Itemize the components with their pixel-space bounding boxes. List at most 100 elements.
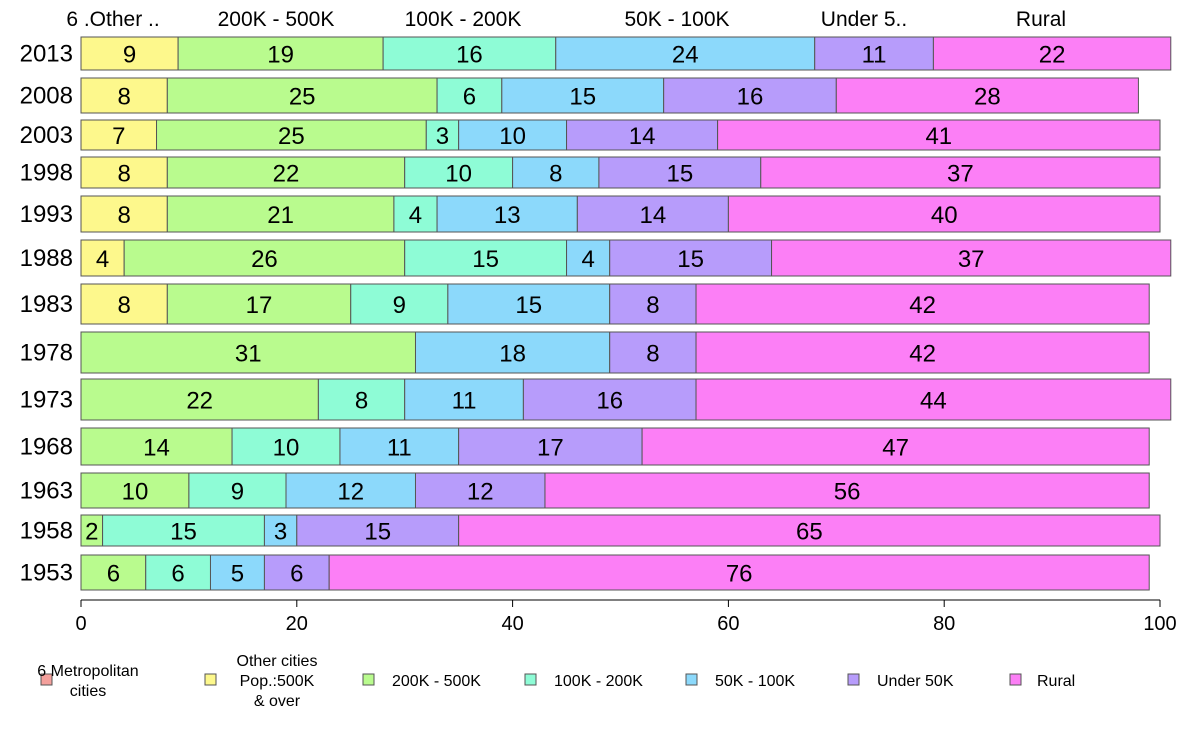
top-label: 6 .Other .. (66, 8, 159, 31)
bar-segment-k100 (382, 36, 557, 71)
data-label: 15 (666, 161, 693, 188)
legend-swatch (1009, 673, 1022, 686)
data-label: 22 (1039, 42, 1066, 69)
data-label: 41 (925, 123, 952, 150)
bar-segment-k100 (317, 378, 406, 421)
year-label: 1993 (20, 201, 73, 228)
legend-item-u50: Under 50K (847, 673, 954, 690)
data-label: 11 (387, 435, 412, 462)
data-label: 25 (278, 123, 305, 150)
legend-item-rural: Rural (1009, 673, 1075, 690)
data-label: 11 (862, 42, 887, 69)
bar-row: 2008 8 25 6 15 16 28 (20, 77, 1139, 114)
bar-segment-k50 (501, 77, 665, 114)
bar-segment-u50 (522, 378, 697, 421)
bar-row: 1988 4 26 15 4 15 37 (20, 239, 1172, 277)
top-label: Under 5.. (821, 8, 907, 31)
bar-segment-k50 (209, 554, 265, 591)
year-label: 1983 (20, 291, 73, 318)
data-label: 8 (117, 161, 130, 188)
legend-item-metro: 6 Metropolitan cities (37, 663, 138, 700)
bar-segment-u50 (609, 331, 697, 374)
data-label: 6 (290, 561, 303, 588)
data-label: 4 (409, 202, 422, 229)
bar-segment-u50 (814, 36, 934, 71)
bar-segment-k100 (145, 554, 211, 591)
year-label: 2003 (20, 122, 73, 149)
bar-segment-other (80, 195, 168, 233)
legend-label: Other cities (237, 653, 318, 670)
data-label: 8 (355, 388, 368, 415)
data-label: 18 (499, 341, 526, 368)
data-label: 3 (274, 519, 287, 546)
legend-item-k200: 200K - 500K (362, 673, 481, 690)
data-label: 76 (726, 561, 753, 588)
data-label: 6 (171, 561, 184, 588)
bar-segment-u50 (576, 195, 729, 233)
data-label: 14 (640, 202, 667, 229)
bar-row: 1953 6 6 5 6 76 (20, 554, 1150, 591)
bar-row: 1978 31 18 8 42 (20, 331, 1150, 374)
legend-label: 6 Metropolitan (37, 663, 138, 680)
legend-label: Under 50K (877, 673, 954, 690)
legend-swatch (204, 673, 217, 686)
bar-segment-rural (544, 472, 1150, 509)
data-label: 31 (235, 341, 262, 368)
data-label: 13 (494, 202, 521, 229)
data-label: 26 (251, 246, 278, 273)
data-label: 14 (629, 123, 656, 150)
data-label: 2 (85, 519, 98, 546)
x-axis: 0 20 40 60 80 100 (75, 599, 1177, 635)
bar-segment-u50 (598, 156, 762, 189)
data-label: 5 (231, 561, 244, 588)
bar-row: 1998 8 22 10 8 15 37 (20, 156, 1161, 189)
bar-segment-k50 (263, 514, 298, 547)
bar-row: 1963 10 9 12 12 56 (20, 472, 1150, 509)
data-label: 16 (737, 84, 764, 111)
bar-segment-rural (835, 77, 1139, 114)
data-label: 17 (246, 292, 273, 319)
data-label: 44 (920, 388, 947, 415)
year-label: 1998 (20, 160, 73, 187)
x-tick-label: 40 (501, 613, 523, 635)
bar-segment-k100 (102, 514, 265, 547)
data-label: 24 (672, 42, 699, 69)
x-tick-label: 0 (75, 613, 86, 635)
legend-label: & over (254, 693, 301, 710)
top-label: Rural (1016, 8, 1066, 31)
data-label: 12 (337, 479, 364, 506)
legend-label: Pop.:500K (240, 673, 315, 690)
data-label: 19 (267, 42, 294, 69)
bar-row: 1973 22 8 11 16 44 (20, 378, 1172, 421)
year-label: 1963 (20, 478, 73, 505)
bar-segment-k100 (231, 427, 341, 466)
legend-label: Rural (1037, 673, 1075, 690)
bar-segment-k200 (156, 119, 427, 151)
data-label: 28 (974, 84, 1001, 111)
bar-segment-k50 (404, 378, 524, 421)
data-label: 7 (112, 123, 125, 150)
data-label: 10 (273, 435, 300, 462)
data-label: 10 (122, 479, 149, 506)
year-label: 1978 (20, 340, 73, 367)
legend-swatch (847, 673, 860, 686)
bar-segment-rural (760, 156, 1161, 189)
data-label: 3 (436, 123, 449, 150)
data-label: 15 (472, 246, 499, 273)
bar-segment-rural (641, 427, 1150, 466)
year-label: 2013 (20, 41, 73, 68)
bar-segment-k100 (350, 283, 449, 325)
data-label: 17 (537, 435, 564, 462)
data-label: 9 (123, 42, 136, 69)
data-label: 10 (445, 161, 472, 188)
data-label: 16 (596, 388, 623, 415)
year-label: 1973 (20, 387, 73, 414)
data-label: 8 (646, 292, 659, 319)
bar-segment-other (80, 77, 168, 114)
bar-segment-k50 (458, 119, 568, 151)
legend-item-k100: 100K - 200K (524, 673, 643, 690)
legend-swatch (685, 673, 698, 686)
bar-segment-u50 (609, 239, 773, 277)
